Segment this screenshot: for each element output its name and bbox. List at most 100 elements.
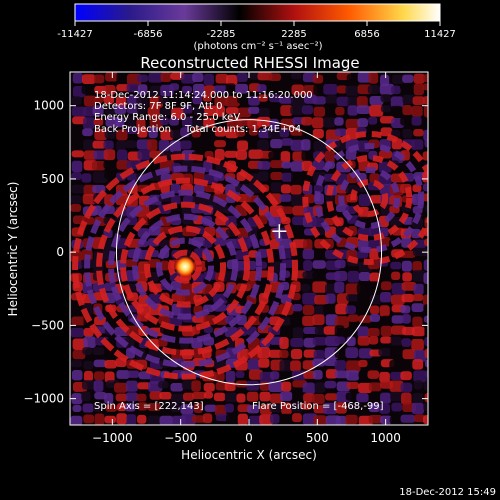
- heatmap-cell: [424, 370, 428, 378]
- heatmap-cell: [323, 117, 336, 128]
- heatmap-cell: [259, 404, 273, 415]
- heatmap-cell: [269, 404, 282, 413]
- heatmap-cell: [93, 117, 104, 126]
- heatmap-cell: [390, 336, 402, 346]
- heatmap-cell: [424, 326, 428, 337]
- heatmap-cell: [413, 414, 426, 423]
- heatmap-cell: [260, 425, 275, 434]
- heatmap-cell: [290, 161, 304, 172]
- heatmap-cell: [136, 96, 149, 108]
- heatmap-cell: [159, 391, 172, 400]
- y-tick-label: 1000: [33, 99, 64, 113]
- heatmap-cell: [213, 392, 226, 402]
- heatmap-cell: [402, 105, 413, 116]
- heatmap-cell: [391, 74, 406, 84]
- heatmap-cell: [411, 116, 422, 126]
- heatmap-cell: [224, 403, 234, 413]
- heatmap-cell: [303, 349, 317, 358]
- heatmap-cell: [213, 85, 229, 94]
- heatmap-cell: [82, 380, 96, 390]
- heatmap-cell: [346, 74, 358, 83]
- heatmap-cell: [345, 347, 359, 359]
- heatmap-cell: [389, 359, 403, 372]
- heatmap-cell: [213, 426, 226, 436]
- heatmap-cell: [345, 118, 360, 129]
- heatmap-cell: [423, 129, 428, 141]
- heatmap-cell: [281, 172, 294, 182]
- heatmap-cell: [94, 85, 107, 94]
- heatmap-cell: [401, 293, 414, 303]
- heatmap-cell: [312, 393, 325, 405]
- heatmap-cell: [369, 294, 382, 305]
- heatmap-cell: [247, 358, 260, 371]
- heatmap-cell: [423, 402, 428, 412]
- heatmap-cell: [336, 96, 350, 107]
- heatmap-cell: [93, 359, 107, 368]
- heatmap-cell: [391, 402, 403, 412]
- heatmap-cell: [390, 261, 402, 270]
- heatmap-cell: [214, 140, 226, 148]
- heatmap-cell: [367, 281, 381, 293]
- heatmap-cell: [356, 105, 371, 114]
- solar-disk-circle: [115, 119, 383, 386]
- heatmap-cell: [334, 325, 345, 338]
- chart-title: Reconstructed RHESSI Image: [140, 54, 359, 72]
- heatmap-cell: [246, 391, 259, 402]
- heatmap-cell: [412, 184, 422, 193]
- heatmap-cell: [204, 105, 219, 116]
- heatmap-cell: [424, 393, 428, 403]
- y-axis-ticks: −1000 −500 0 500 1000: [23, 99, 428, 406]
- heatmap-cell: [358, 382, 372, 394]
- heatmap-cell: [71, 172, 82, 180]
- heatmap-cell: [235, 83, 249, 94]
- heatmap-cell: [270, 85, 282, 97]
- heatmap-cell: [70, 195, 82, 204]
- heatmap-cell: [402, 74, 414, 83]
- heatmap-cell: [358, 404, 370, 415]
- heatmap-cell: [259, 414, 274, 425]
- heatmap-cell: [368, 402, 380, 413]
- heatmap-cell: [379, 237, 391, 247]
- heatmap-cell: [237, 107, 252, 118]
- heatmap-cell: [104, 127, 116, 139]
- heatmap-cell: [302, 304, 315, 315]
- heatmap-cell: [402, 94, 415, 104]
- heatmap-cell: [302, 292, 317, 305]
- heatmap-cell: [423, 272, 428, 285]
- heatmap-cell: [193, 118, 204, 127]
- heatmap-cell: [248, 127, 258, 136]
- heatmap-cell: [92, 105, 104, 116]
- heatmap-cell: [72, 404, 82, 412]
- heatmap-cell: [82, 403, 94, 413]
- heatmap-cell: [181, 380, 194, 390]
- heatmap-cell: [413, 73, 425, 84]
- heatmap-cell: [71, 316, 86, 326]
- heatmap-cell: [312, 314, 325, 326]
- heatmap-cell: [192, 140, 206, 149]
- heatmap-cell: [180, 404, 194, 415]
- heatmap-cell: [127, 370, 140, 378]
- heatmap-cell: [237, 140, 248, 151]
- heatmap-cell: [290, 314, 306, 326]
- x-axis-label: Heliocentric X (arcsec): [181, 448, 317, 462]
- heatmap-cell: [412, 270, 426, 282]
- heatmap-cell: [281, 84, 294, 94]
- heatmap-cell: [345, 305, 357, 314]
- heatmap-cell: [379, 272, 392, 285]
- heatmap-cell: [312, 117, 324, 129]
- heatmap-cell: [170, 382, 184, 392]
- heatmap-cell: [104, 171, 116, 180]
- heatmap-cell: [158, 96, 169, 104]
- y-tick-label: −500: [31, 318, 64, 332]
- x-tick-label: 0: [245, 431, 253, 445]
- heatmap-cell: [401, 392, 412, 405]
- heatmap-cell: [114, 105, 127, 115]
- colorbar-ticks: -11427 -6856 -2285 2285 6856 11427: [57, 21, 456, 40]
- heatmap-cell: [356, 283, 368, 295]
- heatmap-cell: [369, 95, 384, 106]
- heatmap-cell: [247, 106, 260, 114]
- heatmap-cell: [93, 380, 104, 392]
- heatmap-cell: [137, 84, 148, 96]
- colorbar-unit-label: (photons cm⁻² s⁻¹ asec⁻²): [193, 41, 322, 52]
